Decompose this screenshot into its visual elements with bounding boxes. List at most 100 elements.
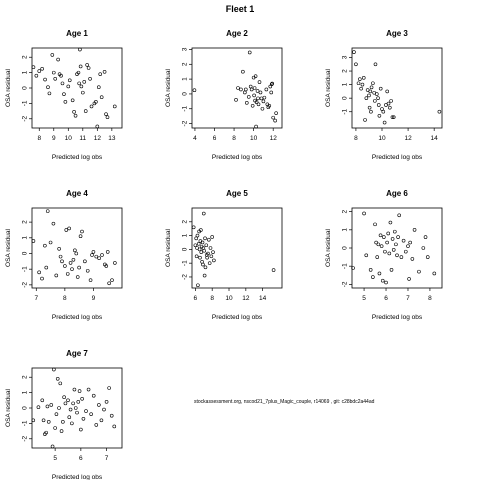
y-axis-label: OSA residual [5, 68, 12, 106]
data-point [389, 99, 393, 103]
y-tick-label: -2 [22, 435, 29, 441]
data-point [271, 115, 275, 120]
data-point [31, 239, 36, 243]
data-point [57, 246, 61, 251]
data-point [96, 85, 101, 90]
data-point [197, 247, 202, 252]
data-point [58, 254, 63, 259]
y-tick-label: 1 [182, 233, 189, 237]
x-tick-label: 8 [210, 295, 214, 302]
data-point [54, 273, 59, 278]
y-tick-label: -1 [182, 260, 189, 266]
data-point [239, 87, 243, 92]
data-point [85, 268, 90, 273]
y-tick-label: 2 [22, 375, 29, 379]
data-point [212, 258, 216, 263]
data-point [68, 407, 73, 412]
x-axis-label: Predicted log obs [372, 314, 423, 321]
x-tick-label: 10 [378, 135, 386, 142]
x-axis-label: Predicted log obs [212, 314, 263, 321]
data-point [55, 376, 60, 381]
data-point [81, 416, 86, 421]
data-point [63, 401, 68, 406]
panel-title: Age 7 [66, 349, 88, 358]
y-tick-label: 1 [342, 228, 349, 232]
y-tick-label: -2 [22, 115, 29, 121]
data-point [80, 229, 84, 234]
plot-frame [351, 47, 443, 129]
data-point [396, 235, 400, 239]
data-point [105, 115, 110, 120]
data-point [369, 109, 373, 114]
data-point [373, 222, 377, 227]
panel-title: Age 2 [226, 29, 248, 38]
panel-title: Age 5 [226, 189, 248, 198]
data-point [202, 248, 206, 253]
data-point [66, 398, 70, 403]
data-point [86, 66, 91, 70]
data-point [44, 430, 48, 435]
y-tick-label: 1 [22, 390, 29, 394]
data-point [256, 102, 261, 107]
data-point [260, 106, 265, 111]
data-point [56, 57, 60, 62]
data-point [53, 426, 57, 430]
x-tick-label: 11 [79, 135, 86, 142]
data-point [85, 63, 89, 67]
y-tick-label: 0 [182, 92, 189, 96]
data-point [63, 264, 67, 268]
data-point [269, 90, 274, 95]
data-point [395, 253, 399, 258]
data-point [196, 242, 201, 246]
x-tick-label: 8 [354, 135, 358, 142]
x-tick-label: 8 [428, 295, 432, 302]
data-point [407, 277, 411, 281]
x-tick-label: 5 [362, 295, 366, 302]
data-point [249, 87, 254, 92]
data-point [351, 266, 355, 270]
y-tick-label: -1 [22, 100, 29, 106]
data-point [381, 109, 386, 114]
plot-frame [191, 207, 283, 289]
data-point [234, 98, 238, 102]
data-point [191, 225, 196, 230]
data-point [70, 267, 74, 271]
data-point [380, 278, 385, 283]
data-point [267, 103, 272, 108]
data-point [112, 104, 117, 109]
data-point [201, 211, 206, 216]
data-point [388, 105, 392, 110]
data-point [50, 444, 55, 449]
data-point [63, 100, 68, 104]
data-point [78, 234, 83, 239]
data-point [391, 248, 396, 252]
data-point [254, 124, 258, 129]
x-axis-label: Predicted log obs [52, 314, 103, 321]
data-point [371, 275, 375, 279]
data-point [199, 228, 203, 232]
y-tick-label: -1 [22, 420, 29, 426]
y-tick-label: -1 [342, 263, 349, 269]
data-point [388, 220, 393, 225]
data-point [60, 81, 65, 86]
data-point [208, 246, 213, 250]
x-tick-label: 7 [406, 295, 410, 302]
data-point [52, 367, 56, 372]
data-point [425, 255, 430, 259]
data-point [91, 250, 96, 254]
figure-caption: stockassessment.org, nscod21_7plus_Magic… [194, 399, 375, 405]
data-point [403, 249, 408, 254]
data-point [73, 248, 77, 253]
data-point [207, 237, 211, 242]
data-point [363, 118, 367, 122]
data-point [258, 90, 263, 95]
data-point [386, 101, 391, 106]
data-point [41, 418, 46, 423]
x-tick-label: 9 [92, 295, 96, 302]
data-point [252, 86, 257, 90]
x-tick-label: 4 [193, 135, 197, 142]
y-tick-label: 1 [22, 236, 29, 240]
data-point [105, 250, 110, 254]
plot-frame [31, 207, 123, 289]
